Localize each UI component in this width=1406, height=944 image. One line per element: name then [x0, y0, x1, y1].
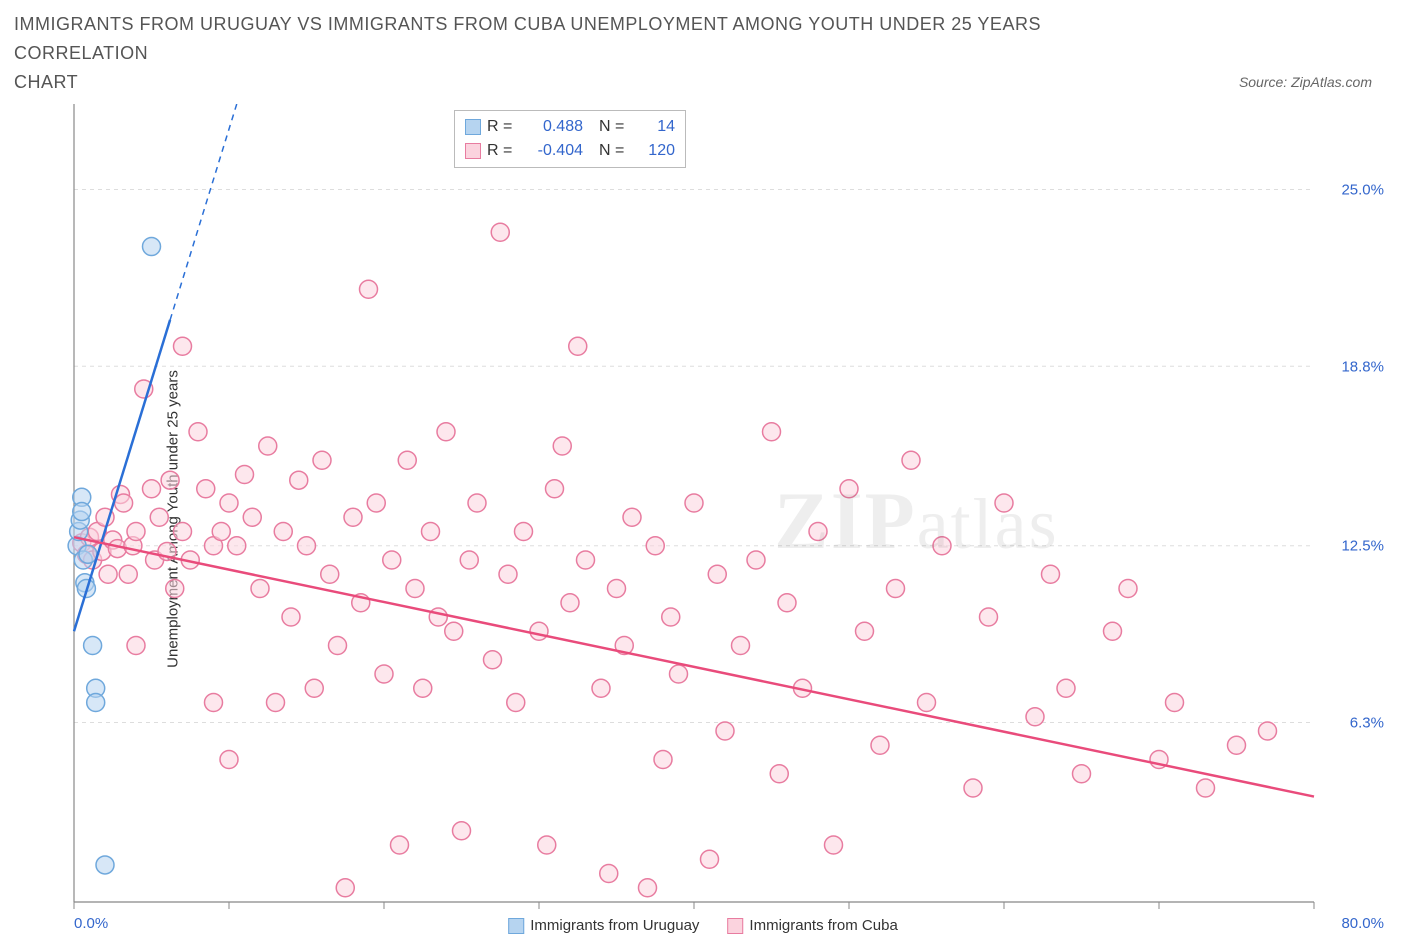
y-tick-label: 25.0%	[1341, 181, 1384, 198]
y-tick-label: 6.3%	[1350, 714, 1384, 731]
stats-n-label: N =	[599, 115, 629, 139]
stats-n-value: 14	[635, 115, 675, 139]
stats-r-value: -0.404	[523, 139, 583, 163]
correlation-stats-box: R =0.488 N =14 R =-0.404 N =120	[454, 110, 686, 168]
title-line-2: CHART	[14, 72, 78, 92]
stats-swatch	[465, 143, 481, 159]
stats-r-label: R =	[487, 115, 517, 139]
legend-label: Immigrants from Cuba	[749, 917, 897, 934]
y-tick-label: 18.8%	[1341, 358, 1384, 375]
stats-swatch	[465, 119, 481, 135]
stats-n-value: 120	[635, 139, 675, 163]
stats-row: R =-0.404 N =120	[465, 139, 675, 163]
scatter-plot	[14, 104, 1392, 934]
source-attribution: Source: ZipAtlas.com	[1239, 74, 1392, 96]
legend-item: Immigrants from Cuba	[727, 917, 897, 934]
stats-r-label: R =	[487, 139, 517, 163]
stats-row: R =0.488 N =14	[465, 115, 675, 139]
chart-title: IMMIGRANTS FROM URUGUAY VS IMMIGRANTS FR…	[14, 10, 1164, 96]
y-tick-label: 12.5%	[1341, 538, 1384, 555]
chart-container: Unemployment Among Youth under 25 years …	[14, 104, 1392, 934]
bottom-legend: Immigrants from Uruguay Immigrants from C…	[508, 917, 898, 934]
legend-item: Immigrants from Uruguay	[508, 917, 699, 934]
legend-swatch	[727, 918, 743, 934]
title-line-1: IMMIGRANTS FROM URUGUAY VS IMMIGRANTS FR…	[14, 14, 1041, 63]
stats-n-label: N =	[599, 139, 629, 163]
legend-label: Immigrants from Uruguay	[530, 917, 699, 934]
stats-r-value: 0.488	[523, 115, 583, 139]
legend-swatch	[508, 918, 524, 934]
